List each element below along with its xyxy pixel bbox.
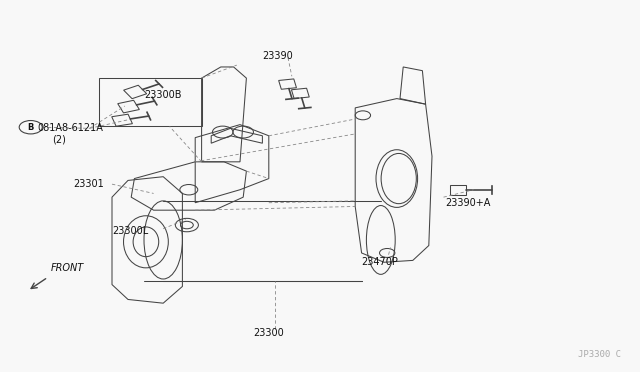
Text: JP3300 C: JP3300 C <box>578 350 621 359</box>
Text: 23300L: 23300L <box>112 226 148 235</box>
Text: B: B <box>28 123 34 132</box>
Text: 23300B: 23300B <box>144 90 182 100</box>
Text: 23470P: 23470P <box>362 257 399 267</box>
Text: 23300: 23300 <box>253 328 284 338</box>
Text: 23390+A: 23390+A <box>445 198 490 208</box>
Text: 23390: 23390 <box>262 51 293 61</box>
Text: 081A8-6121A: 081A8-6121A <box>37 124 103 133</box>
Text: (2): (2) <box>52 135 67 145</box>
Text: 23301: 23301 <box>74 179 104 189</box>
Text: FRONT: FRONT <box>51 263 84 273</box>
Bar <box>99 78 202 126</box>
